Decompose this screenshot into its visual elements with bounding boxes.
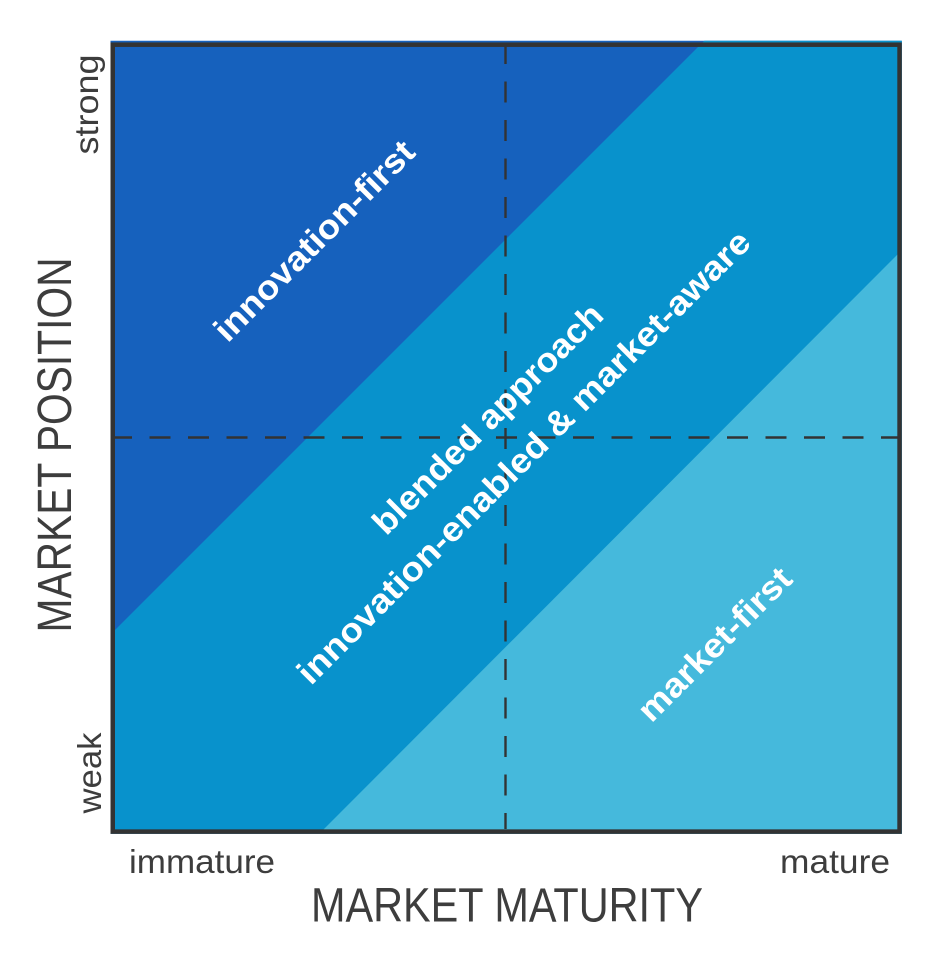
svg-text:weak: weak xyxy=(71,732,108,815)
svg-text:mature: mature xyxy=(780,843,890,880)
svg-text:strong: strong xyxy=(68,55,105,155)
svg-text:MARKET MATURITY: MARKET MATURITY xyxy=(311,878,703,932)
svg-text:MARKET POSITION: MARKET POSITION xyxy=(28,258,82,633)
svg-text:immature: immature xyxy=(129,843,275,880)
